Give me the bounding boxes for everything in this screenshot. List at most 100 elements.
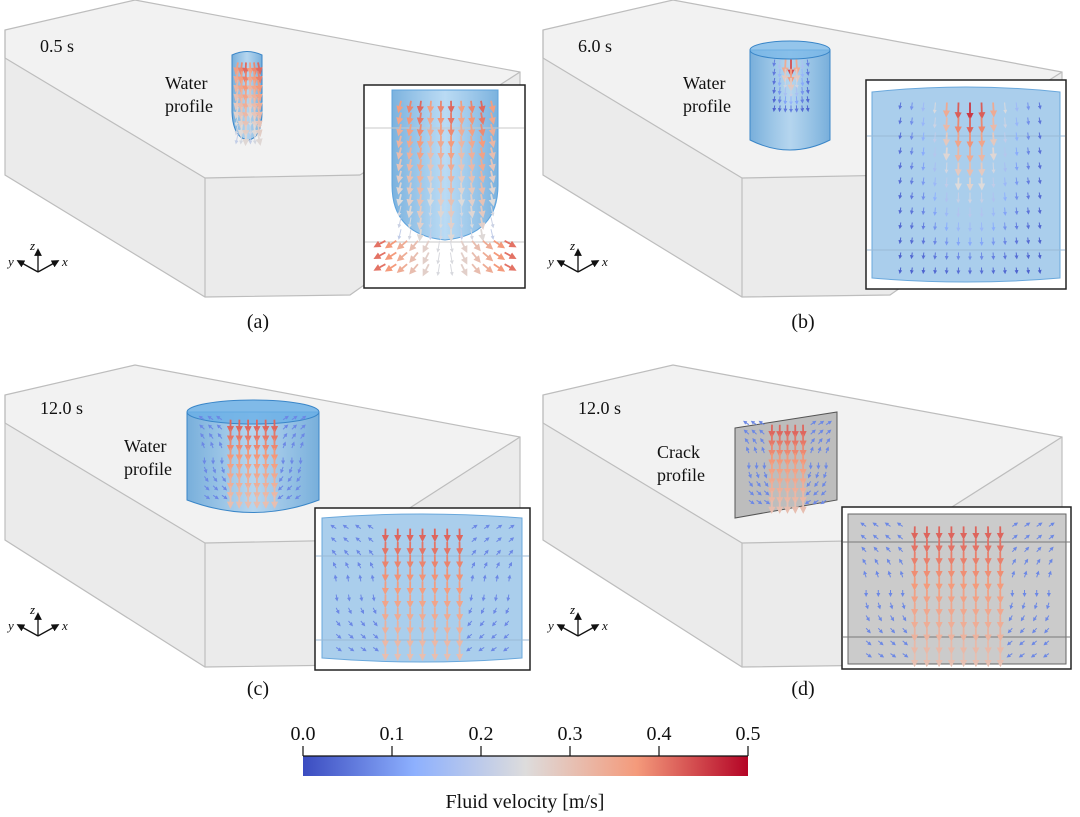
velocity-arrow [360,607,365,615]
velocity-arrow [480,607,485,615]
velocity-arrow [818,438,823,444]
velocity-arrow [898,177,903,185]
inset-frame [865,79,1067,290]
velocity-arrow [426,112,435,126]
velocity-arrow [457,194,466,207]
axis-triad: z x y [6,238,68,273]
velocity-arrow [1037,192,1042,200]
velocity-arrow [496,549,501,556]
velocity-arrow [490,217,495,229]
velocity-arrow [233,62,241,75]
velocity-arrow [863,570,868,578]
axis-triad: z x y [546,238,608,273]
velocity-arrow [820,499,827,505]
velocity-arrow [287,476,293,482]
velocity-arrow [1037,252,1042,260]
velocity-arrow [1037,177,1042,185]
velocity-arrow [909,237,914,245]
velocity-arrow [764,499,771,505]
velocity-arrow [426,159,435,172]
velocity-arrow [783,77,788,89]
velocity-arrow [428,229,433,241]
velocity-arrow [1011,546,1018,553]
velocity-arrow [902,640,909,646]
velocity-arrow [255,88,263,102]
velocity-arrow [1011,534,1018,540]
colorbar: 0.0 0.1 0.2 0.3 0.4 0.5 Fluid velocity [m/s] [291,723,761,813]
velocity-arrow [942,102,951,118]
velocity-arrow [1037,117,1042,125]
velocity-arrow [221,476,227,482]
velocity-arrow [1026,237,1031,245]
velocity-arrow [800,96,805,104]
velocity-arrow [286,485,293,491]
velocity-arrow [255,133,263,146]
velocity-arrow [756,499,763,505]
velocity-arrow [255,80,263,93]
velocity-arrow [921,132,926,142]
velocity-arrow [478,646,485,652]
velocity-arrow [1014,192,1019,201]
velocity-arrow [889,602,894,610]
velocity-arrow [860,522,867,527]
velocity-arrow [1044,627,1050,634]
velocity-arrow [416,182,424,195]
velocity-arrow [372,620,378,627]
velocity-arrow [468,194,476,207]
velocity-arrow [356,549,362,556]
velocity-arrow [772,87,777,94]
velocity-arrow [1019,627,1025,634]
velocity-arrow [805,77,810,85]
axis-triad: z x y [6,602,68,637]
water-profile-shape [749,40,831,151]
velocity-arrow [457,124,466,137]
velocity-arrow [1026,252,1031,260]
velocity-arrow [818,420,825,426]
velocity-arrow [468,124,476,137]
velocity-arrow [809,446,814,454]
velocity-arrow [396,147,404,160]
panel-caption: (d) [791,678,814,700]
velocity-arrow [291,415,298,421]
crack-profile-shape [734,411,838,519]
velocity-arrow [373,251,386,260]
velocity-field-inset [898,102,1042,275]
velocity-arrow [1036,534,1043,540]
velocity-arrow [449,264,454,276]
velocity-arrow [396,158,404,172]
velocity-arrow [744,438,750,444]
velocity-arrow [898,252,903,260]
velocity-arrow [898,267,903,274]
velocity-arrow [479,620,485,627]
velocity-arrow [330,537,337,543]
colorbar-tick-label: 0.1 [380,723,405,745]
velocity-arrow [468,135,476,149]
velocity-arrow [805,68,810,76]
velocity-arrow [1031,640,1038,646]
velocity-arrow [203,466,208,474]
velocity-arrow [887,570,892,578]
velocity-arrow [861,546,867,553]
velocity-arrow [805,105,810,112]
velocity-arrow [777,77,782,87]
velocity-arrow [396,170,404,184]
velocity-arrow [885,546,891,553]
velocity-arrow [237,71,245,84]
velocity-arrow [478,182,486,195]
axis-x-label: x [61,254,68,269]
velocity-arrow [468,607,473,615]
velocity-arrow [406,182,414,195]
velocity-arrow [991,162,996,174]
velocity-arrow [207,424,214,430]
velocity-arrow [1035,570,1040,578]
velocity-arrow [823,471,827,479]
axis-z-label: z [569,602,575,617]
velocity-arrow [751,429,757,435]
velocity-arrow [909,162,914,170]
velocity-arrow [255,106,263,120]
velocity-arrow [805,59,810,67]
velocity-arrow [1019,640,1025,646]
velocity-arrow [909,147,914,156]
velocity-arrow [426,147,435,161]
velocity-arrow [277,494,284,500]
